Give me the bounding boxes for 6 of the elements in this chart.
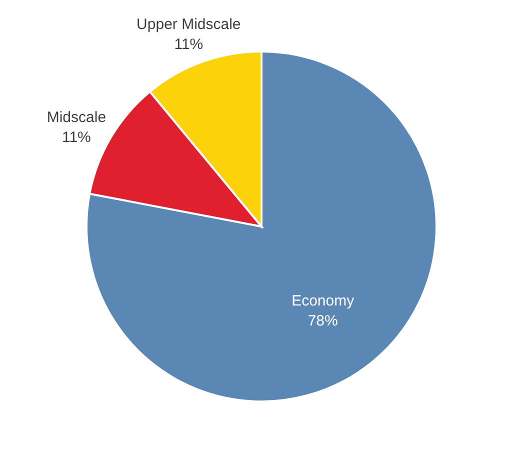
data-label: 78%: [308, 312, 338, 330]
slice-label: Upper Midscale: [136, 16, 241, 34]
data-label: 11%: [174, 36, 204, 54]
slice-label: Economy: [292, 292, 355, 310]
data-label: 11%: [62, 129, 91, 146]
slice-label: Midscale: [46, 109, 106, 126]
